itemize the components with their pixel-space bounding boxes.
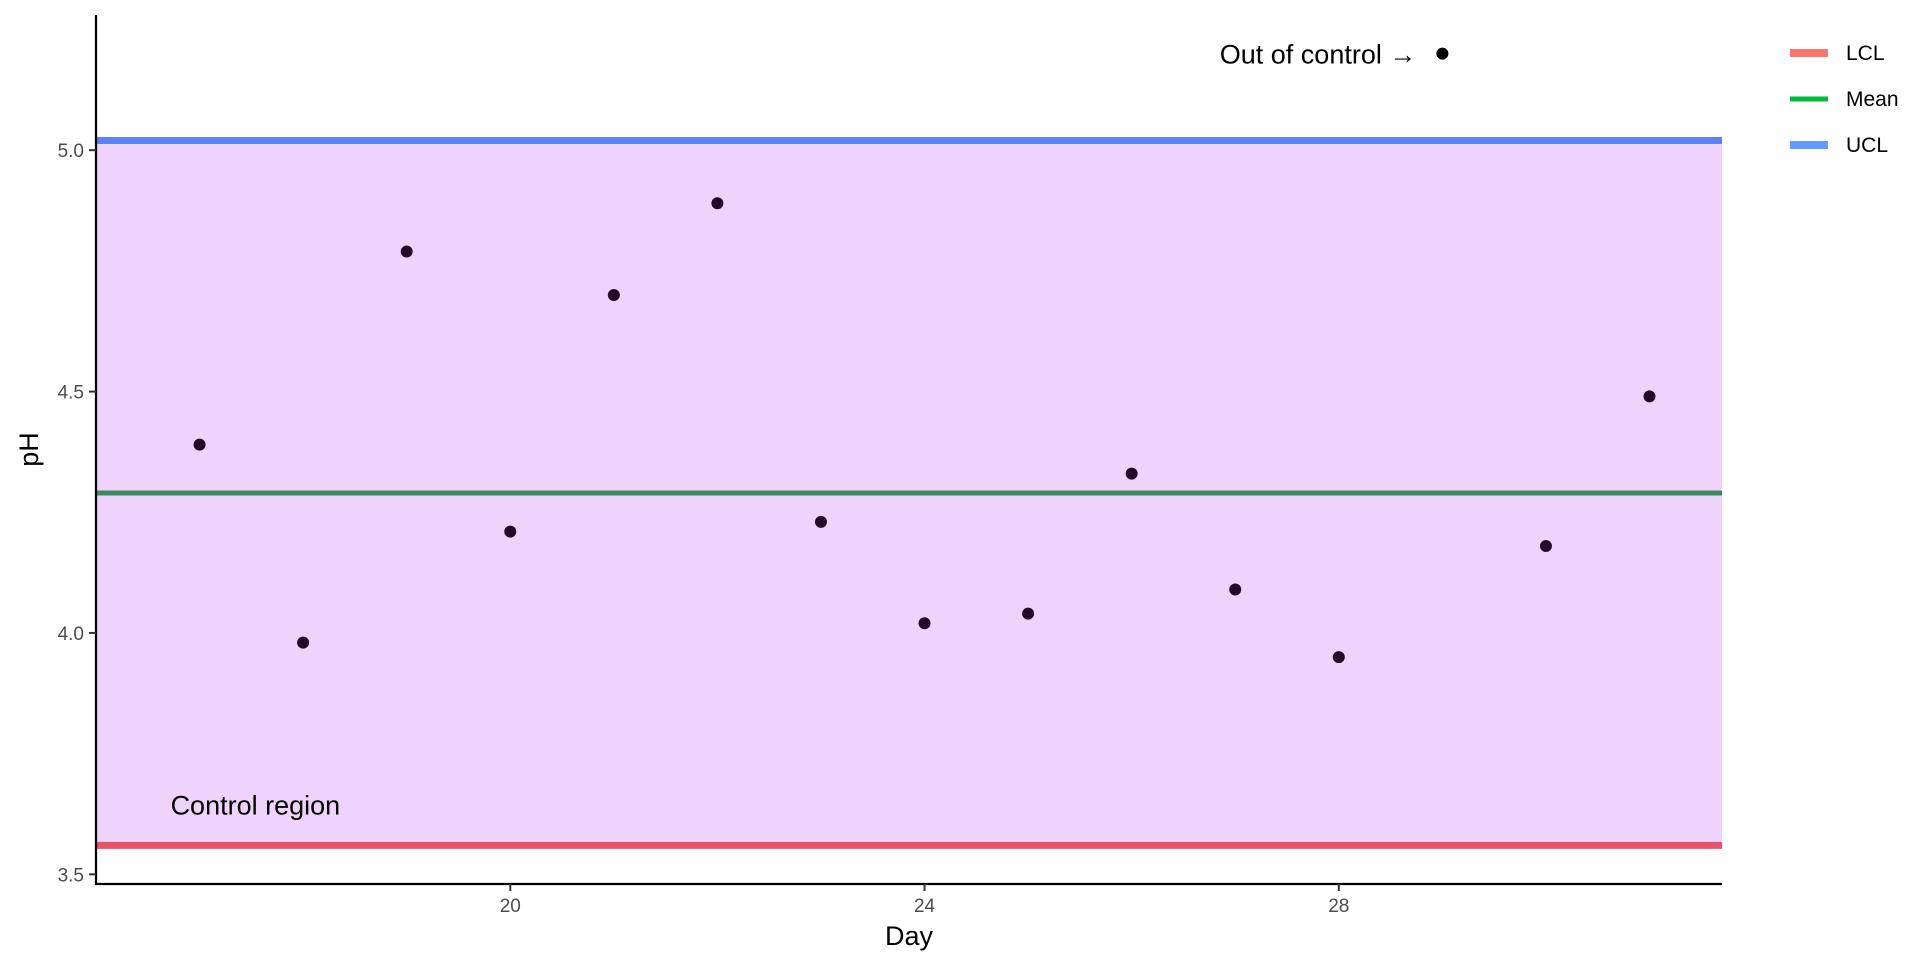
y-ticks: 3.5 4.0 4.5 5.0 bbox=[58, 141, 96, 886]
data-point-6 bbox=[814, 515, 827, 528]
data-point-4 bbox=[607, 289, 620, 302]
data-points bbox=[193, 197, 1656, 664]
x-tick-label: 20 bbox=[500, 896, 521, 917]
x-tick-label: 28 bbox=[1328, 896, 1349, 917]
data-point-10 bbox=[1229, 583, 1242, 596]
data-point-1 bbox=[297, 636, 310, 649]
x-ticks: 20 24 28 bbox=[500, 884, 1349, 917]
data-point-12 bbox=[1539, 540, 1552, 553]
control-region-label: Control region bbox=[171, 790, 341, 820]
out-of-control-label: Out of control → bbox=[1220, 40, 1417, 70]
y-tick-label: 4.5 bbox=[58, 383, 84, 404]
data-point-5 bbox=[711, 197, 724, 210]
legend: LCL Mean UCL bbox=[1790, 42, 1899, 157]
legend-label-lcl: LCL bbox=[1846, 42, 1885, 65]
x-axis-title: Day bbox=[885, 921, 934, 951]
y-tick-label: 3.5 bbox=[58, 865, 84, 886]
y-tick-label: 4.0 bbox=[58, 624, 84, 645]
legend-label-ucl: UCL bbox=[1846, 134, 1888, 157]
legend-label-mean: Mean bbox=[1846, 88, 1899, 111]
data-point-0 bbox=[193, 438, 206, 451]
data-point-9 bbox=[1125, 467, 1138, 480]
data-point-7 bbox=[918, 617, 931, 630]
data-point-8 bbox=[1022, 607, 1035, 620]
data-point-11 bbox=[1332, 651, 1345, 664]
data-point-13 bbox=[1643, 390, 1656, 403]
out-of-control-point bbox=[1436, 47, 1449, 60]
y-axis-title: pH bbox=[14, 432, 44, 467]
x-tick-label: 24 bbox=[914, 896, 936, 917]
y-tick-label: 5.0 bbox=[58, 141, 84, 162]
data-point-2 bbox=[400, 245, 413, 258]
data-point-3 bbox=[504, 525, 517, 538]
